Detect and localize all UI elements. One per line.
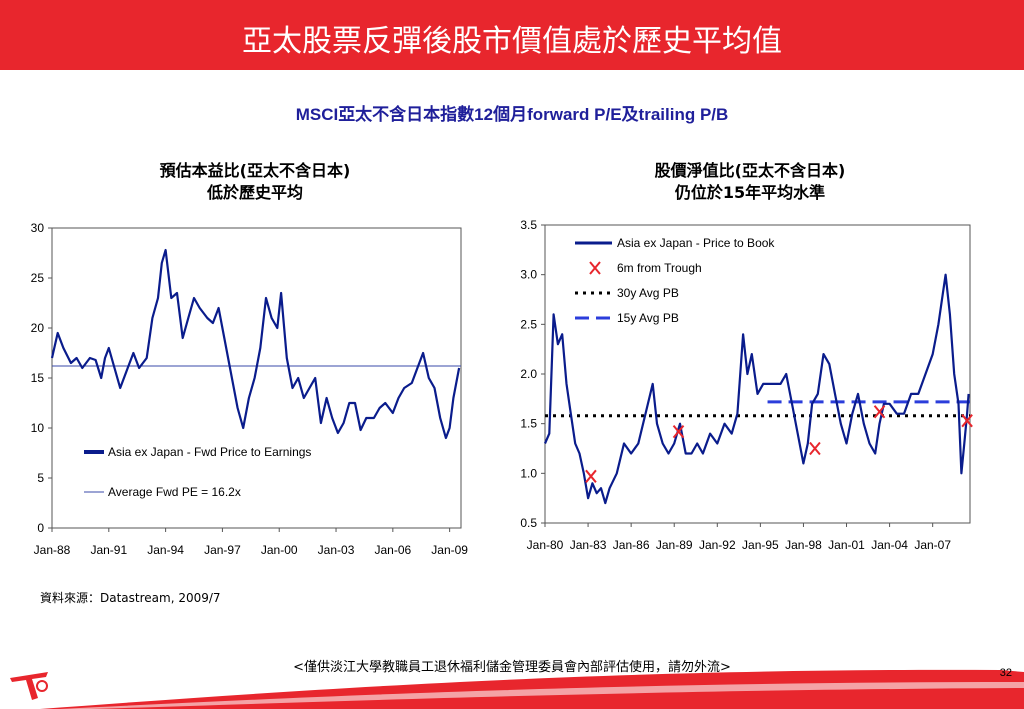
pb-series-line — [543, 273, 970, 505]
y-tick-label: 15 — [31, 371, 45, 385]
y-tick-label: 10 — [31, 421, 45, 435]
pb-chart: 0.5 1.0 1.5 2.0 2.5 3.0 3.5 Jan-80 Jan-83 Jan-86 J… — [520, 218, 973, 552]
x-tick-label: Jan-83 — [570, 538, 607, 552]
y-tick-label: 2.5 — [520, 317, 537, 331]
legend-label-15y: 15y Avg PB — [617, 311, 679, 325]
x-tick-label: Jan-88 — [34, 543, 71, 557]
y-tick-label: 1.5 — [520, 417, 537, 431]
page-number: 32 — [999, 667, 1012, 679]
footer-note: <僅供淡江大學教職員工退休福利儲金管理委員會內部評估使用，請勿外流> — [293, 660, 731, 675]
y-tick-label: 25 — [31, 271, 45, 285]
page-title: 亞太股票反彈後股市價值處於歷史平均值 — [242, 24, 782, 59]
pe-chart: 0 5 10 15 20 25 30 Jan-88 Jan-91 Jan-94 Jan-97 Jan-… — [31, 221, 469, 557]
y-tick-label: 20 — [31, 321, 45, 335]
x-tick-label: Jan-00 — [261, 543, 298, 557]
trough-marker — [961, 414, 973, 428]
x-tick-label: Jan-06 — [374, 543, 411, 557]
x-tick-label: Jan-89 — [656, 538, 693, 552]
plot-frame — [544, 224, 971, 524]
x-tick-label: Jan-91 — [90, 543, 127, 557]
trough-marker — [809, 441, 821, 456]
source-note: 資料來源：Datastream, 2009/7 — [40, 591, 221, 605]
x-tick-label: Jan-09 — [431, 543, 468, 557]
x-tick-label: Jan-07 — [914, 538, 951, 552]
x-tick-label: Jan-86 — [613, 538, 650, 552]
trough-marker — [873, 405, 886, 419]
company-logo — [10, 672, 48, 700]
subtitle: MSCI亞太不含日本指數12個月forward P/E及trailing P/B — [295, 105, 729, 124]
legend-label-average: Average Fwd PE = 16.2x — [108, 485, 241, 499]
y-tick-label: 5 — [37, 471, 44, 485]
x-tick-label: Jan-97 — [204, 543, 241, 557]
x-tick-label: Jan-94 — [147, 543, 184, 557]
footer-swoosh — [40, 669, 1024, 709]
legend-label-pb: Asia ex Japan - Price to Book — [617, 236, 775, 250]
x-tick-label: Jan-92 — [699, 538, 736, 552]
y-tick-label: 3.5 — [520, 218, 537, 232]
legend-swatch-trough — [589, 261, 601, 275]
left-heading-line2: 低於歷史平均 — [206, 183, 303, 202]
right-heading-line1: 股價淨值比(亞太不含日本) — [654, 161, 846, 180]
title-bar: 亞太股票反彈後股市價值處於歷史平均值 — [0, 0, 1024, 70]
x-tick-label: Jan-98 — [785, 538, 822, 552]
x-tick-label: Jan-01 — [828, 538, 865, 552]
pe-series-line — [50, 248, 461, 440]
y-tick-label: 30 — [31, 221, 45, 235]
legend-label-30y: 30y Avg PB — [617, 286, 679, 300]
y-tick-label: 2.0 — [520, 367, 537, 381]
y-tick-label: 0.5 — [520, 516, 537, 530]
left-chart-heading: 預估本益比(亞太不含日本) 低於歷史平均 — [95, 160, 415, 204]
x-tick-label: Jan-04 — [871, 538, 908, 552]
legend-label-pe: Asia ex Japan - Fwd Price to Earnings — [108, 445, 311, 459]
x-tick-label: Jan-95 — [742, 538, 779, 552]
y-tick-label: 1.0 — [520, 466, 537, 480]
trough-marker — [672, 424, 685, 439]
y-tick-label: 3.0 — [520, 268, 537, 282]
x-tick-label: Jan-80 — [527, 538, 564, 552]
x-tick-label: Jan-03 — [318, 543, 355, 557]
y-tick-label: 0 — [37, 521, 44, 535]
left-heading-line1: 預估本益比(亞太不含日本) — [159, 161, 351, 180]
legend-label-trough: 6m from Trough — [617, 261, 702, 275]
right-chart-heading: 股價淨值比(亞太不含日本) 仍位於15年平均水準 — [590, 160, 910, 204]
trough-marker — [585, 469, 597, 483]
right-heading-line2: 仍位於15年平均水準 — [674, 183, 826, 202]
